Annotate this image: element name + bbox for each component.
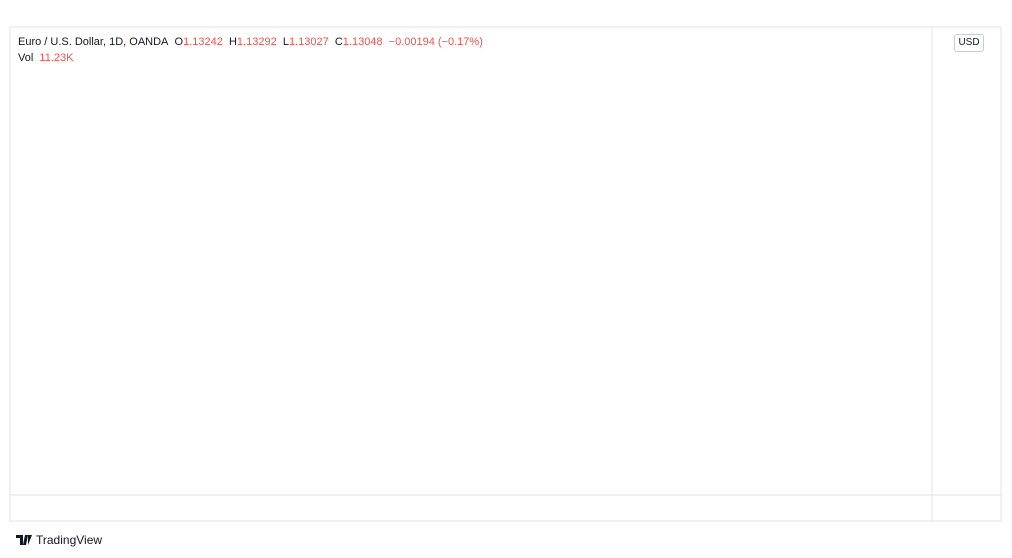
logo-icon [16,535,32,545]
chart-frame [9,26,1002,522]
ohlc-l: 1.13027 [288,36,329,48]
currency-button[interactable]: USD [954,34,984,52]
legend-line: Euro / U.S. Dollar, 1D, OANDA O1.13242 H… [18,36,483,48]
symbol: Euro / U.S. Dollar, 1D, OANDA [18,36,169,48]
volume-legend: Vol 11.23K [18,52,73,64]
ohlc-c-label: C [334,36,343,48]
ohlc-h: 1.13292 [236,36,277,48]
ohlc-o: 1.13242 [183,36,223,48]
brand-name: TradingView [36,533,103,547]
volume-name: Vol [18,52,34,64]
ohlc-c: 1.13048 [342,36,383,48]
volume-value: 11.23K [39,52,74,64]
ohlc-l-label: L [282,36,289,48]
brand-logo: TradingView [16,533,102,547]
change: −0.00194 (−0.17%) [388,36,483,48]
ohlc-o-label: O [174,36,184,48]
ohlc-h-label: H [228,36,237,48]
